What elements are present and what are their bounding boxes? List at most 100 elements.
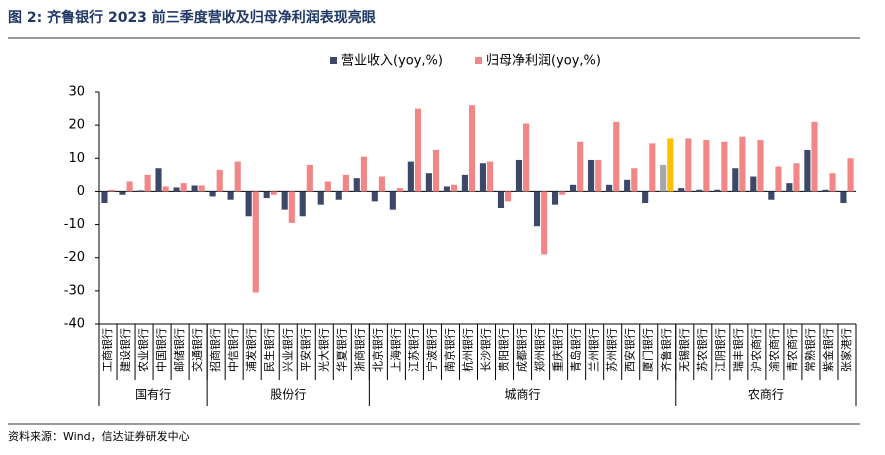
bar	[829, 173, 836, 192]
bar	[335, 191, 342, 200]
x-tick-label: 兰州银行	[587, 328, 601, 372]
bar	[588, 159, 595, 192]
bar	[804, 150, 811, 192]
bar	[209, 191, 216, 197]
bar	[840, 191, 847, 204]
y-tick-label: -30	[64, 283, 85, 298]
bar	[577, 141, 584, 192]
bar	[822, 189, 829, 192]
x-tick-label: 郑州银行	[533, 328, 547, 372]
bar	[450, 184, 458, 192]
bar	[126, 181, 133, 192]
x-tick-label: 兴业银行	[280, 328, 294, 372]
bar	[541, 191, 548, 255]
bar	[505, 191, 512, 202]
bar	[642, 191, 649, 204]
bar	[515, 159, 523, 192]
group-label: 农商行	[748, 387, 784, 402]
x-tick-label: 北京银行	[370, 328, 384, 372]
x-tick-label: 重庆银行	[551, 328, 565, 372]
bar	[497, 191, 505, 208]
bar	[119, 191, 126, 195]
bar	[696, 189, 703, 192]
bar	[595, 159, 602, 192]
bar	[721, 141, 728, 192]
bar	[180, 183, 187, 192]
legend-swatch	[330, 57, 337, 64]
bar	[432, 150, 440, 192]
bar	[750, 176, 757, 192]
bar	[407, 161, 414, 192]
group-label: 股份行	[270, 388, 306, 402]
x-tick-label: 浦发银行	[244, 328, 258, 372]
bar	[360, 156, 367, 192]
x-tick-label: 青岛银行	[569, 328, 583, 372]
bar	[101, 191, 108, 204]
bar	[479, 163, 487, 192]
x-tick-label: 长沙银行	[479, 328, 493, 372]
x-tick-label: 华夏银行	[334, 328, 348, 372]
bar	[732, 168, 739, 192]
y-tick-label: -10	[64, 217, 85, 232]
x-tick-label: 紫金银行	[821, 328, 835, 372]
bar	[414, 108, 422, 192]
x-tick-label: 江苏银行	[406, 328, 420, 372]
bar	[342, 174, 349, 192]
x-tick-label: 农业银行	[136, 328, 150, 372]
bar	[847, 158, 854, 192]
legend-swatch	[475, 57, 482, 64]
bar	[703, 140, 710, 192]
x-tick-label: 浙商银行	[352, 328, 366, 372]
bar	[775, 166, 782, 192]
x-tick-label: 中信银行	[226, 328, 240, 372]
y-tick-label: -20	[64, 250, 85, 265]
legend-label: 营业收入(yoy,%)	[341, 54, 443, 69]
bar	[306, 164, 313, 192]
bar	[425, 173, 432, 192]
bar	[162, 186, 169, 192]
bar	[198, 185, 205, 192]
bar	[234, 161, 241, 192]
bar	[649, 143, 656, 192]
bar	[660, 164, 667, 192]
y-tick-label: 10	[68, 151, 85, 166]
x-tick-label: 平安银行	[298, 328, 312, 372]
x-tick-label: 苏州银行	[605, 328, 619, 372]
bar	[270, 191, 277, 195]
bar	[811, 121, 818, 192]
bar	[468, 105, 476, 192]
bar	[551, 191, 559, 205]
x-tick-label: 中国银行	[154, 328, 168, 372]
bar	[570, 184, 577, 192]
bar	[299, 191, 306, 217]
bar	[667, 138, 674, 192]
bar	[606, 184, 613, 192]
x-tick-label: 江阴银行	[713, 328, 727, 372]
bar	[793, 163, 800, 192]
bar	[685, 138, 692, 192]
bar	[378, 176, 385, 192]
bar	[768, 191, 775, 200]
bar	[245, 191, 252, 217]
bar	[389, 191, 396, 210]
x-tick-label: 苏农银行	[695, 328, 709, 372]
x-tick-label: 招商银行	[208, 328, 222, 372]
legend-label: 归母净利润(yoy,%)	[486, 54, 601, 69]
bar	[443, 186, 450, 192]
x-tick-label: 瑞丰银行	[731, 328, 745, 372]
x-tick-label: 上海银行	[388, 328, 402, 372]
bar	[108, 189, 115, 192]
source: 资料来源：Wind，信达证券研发中心	[8, 429, 190, 443]
x-tick-label: 宁波银行	[424, 328, 438, 372]
bar	[216, 169, 223, 192]
bar	[533, 191, 541, 227]
bar	[613, 121, 620, 192]
x-tick-label: 西安银行	[623, 328, 637, 372]
group-label: 国有行	[135, 388, 171, 402]
bar	[739, 136, 746, 192]
bar	[263, 191, 270, 199]
bar	[317, 191, 324, 205]
group-label: 城商行	[505, 387, 541, 402]
x-tick-label: 交通银行	[190, 328, 204, 372]
